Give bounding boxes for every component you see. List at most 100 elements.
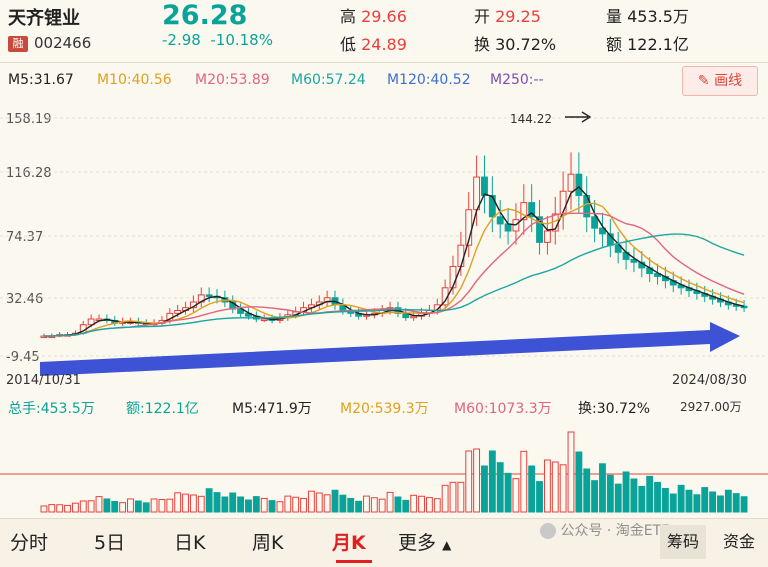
volume-bar [119, 502, 127, 513]
ma5-label: M5:31.67 [8, 72, 74, 88]
volume-m20: M20:539.3万 [340, 401, 429, 417]
candlestick-chart[interactable] [0, 100, 768, 390]
triangle-up-icon: ▲ [442, 538, 452, 552]
volume-bar [237, 496, 245, 513]
volume-bar [701, 487, 709, 513]
tab-5day[interactable]: 5日 [94, 532, 126, 554]
turnover-stat: 换 30.72% [474, 35, 557, 54]
volume-bar [543, 459, 551, 513]
margin-badge: 融 [8, 36, 28, 52]
volume-bar [276, 501, 284, 513]
volume-stat: 量 453.5万 [606, 7, 689, 26]
volume-bar [661, 488, 669, 513]
volume-bar [182, 493, 189, 513]
volume-bar [174, 492, 182, 513]
tab-daily[interactable]: 日K [174, 532, 206, 554]
volume-bar [488, 450, 496, 513]
price-axis-min: -9.45 [6, 350, 40, 365]
volume-bar [740, 496, 748, 513]
volume-bar [134, 500, 142, 513]
volume-bar [709, 491, 717, 513]
volume-bar [536, 481, 543, 513]
volume-bar [669, 493, 677, 513]
chips-button[interactable]: 筹码 [660, 525, 706, 559]
volume-bar [654, 481, 661, 513]
volume-bar [685, 489, 693, 513]
volume-bar [449, 481, 457, 513]
change-percent: -10.18% [210, 31, 273, 49]
volume-bar [284, 495, 292, 513]
candle-body [520, 202, 528, 221]
volume-bar [40, 505, 48, 513]
volume-bar [614, 483, 622, 513]
volume-m5: M5:471.9万 [232, 401, 312, 417]
candle-body [567, 173, 575, 192]
tab-more[interactable]: 更多 ▲ [398, 532, 452, 554]
volume-total: 总手:453.5万 [8, 401, 95, 417]
ma5-line [43, 186, 745, 337]
start-date: 2014/10/31 [6, 373, 81, 388]
volume-bar [268, 500, 276, 513]
peak-arrow [565, 111, 592, 123]
high-stat: 高 29.66 [340, 7, 407, 26]
volume-bar [205, 488, 213, 513]
volume-bar [717, 495, 724, 513]
volume-bar [315, 492, 323, 513]
open-stat: 开 29.25 [474, 7, 541, 26]
volume-bar [189, 494, 197, 513]
draw-line-button[interactable]: ✎ 画线 [682, 66, 758, 96]
volume-bar [339, 494, 347, 513]
ma60-line [43, 233, 745, 337]
tab-weekly[interactable]: 周K [252, 532, 284, 554]
volume-bar [64, 504, 71, 513]
ma10-line [43, 202, 745, 337]
volume-bar [622, 471, 630, 513]
volume-bar [127, 498, 134, 513]
volume-max: 2927.00万 [680, 400, 742, 414]
volume-bar [260, 497, 268, 513]
candle-body [599, 227, 606, 235]
volume-bar [559, 464, 567, 513]
tab-intraday[interactable]: 分时 [10, 532, 49, 554]
volume-bar [677, 484, 685, 513]
change-value: -2.98 [162, 31, 201, 49]
stock-code: 002466 [34, 34, 92, 52]
volume-bar [693, 494, 701, 513]
volume-turnover: 换:30.72% [578, 401, 651, 417]
price-axis-3: 74.37 [6, 230, 44, 245]
volume-bar [111, 501, 119, 513]
volume-bar [638, 485, 646, 513]
volume-bar [307, 490, 315, 513]
funds-button[interactable]: 资金 [722, 532, 755, 551]
period-tab-bar [0, 518, 768, 567]
volume-bar [323, 494, 331, 513]
volume-bar [551, 461, 559, 513]
candle-body [630, 258, 638, 263]
volume-bar [355, 500, 363, 513]
active-tab-indicator [336, 560, 372, 563]
volume-bar [457, 481, 465, 513]
volume-bar [410, 494, 418, 513]
volume-bar [433, 498, 441, 513]
ma20-label: M20:53.89 [195, 72, 270, 88]
wechat-icon [540, 523, 556, 539]
volume-bar [583, 468, 591, 513]
volume-bar [575, 451, 583, 513]
trend-arrow [40, 322, 740, 376]
low-stat: 低 24.89 [340, 35, 407, 54]
volume-bar [229, 492, 237, 513]
volume-bar [567, 431, 575, 513]
volume-bar [724, 489, 732, 513]
volume-bar [473, 448, 481, 513]
volume-bar [48, 504, 56, 513]
candle-body [260, 318, 268, 322]
volume-chart[interactable] [0, 416, 768, 516]
candle-body [174, 310, 182, 314]
ma20-line [43, 212, 745, 337]
peak-label: 144.22 [510, 112, 552, 126]
tab-monthly[interactable]: 月K [332, 532, 366, 554]
volume-bar [363, 495, 370, 513]
candle-body [528, 202, 536, 218]
volume-bar [71, 502, 79, 513]
volume-m60: M60:1073.3万 [454, 401, 552, 417]
